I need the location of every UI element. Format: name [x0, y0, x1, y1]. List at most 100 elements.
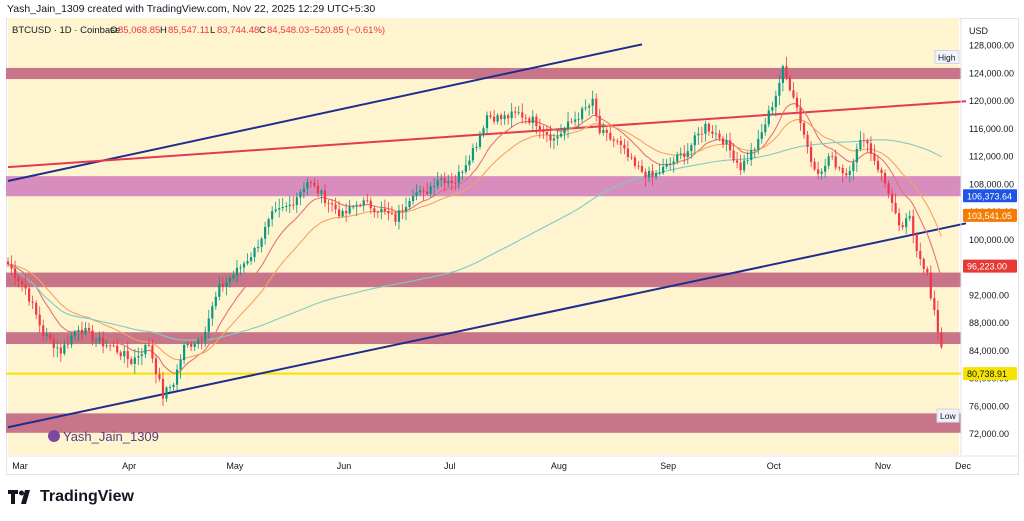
candle	[17, 274, 20, 288]
candle	[211, 301, 214, 327]
candle	[232, 270, 235, 282]
candle-body	[570, 121, 573, 123]
candle-body	[880, 169, 883, 173]
candle	[774, 90, 777, 117]
candle	[31, 295, 34, 309]
candle-body	[123, 351, 126, 357]
candle-body	[651, 170, 654, 178]
candle	[478, 131, 482, 150]
candle-body	[855, 148, 858, 163]
candle	[827, 152, 830, 170]
price-tick-label: 128,000.00	[969, 41, 1014, 51]
candle	[380, 201, 383, 220]
candle	[848, 165, 851, 183]
candle	[679, 147, 682, 160]
candle	[281, 197, 284, 212]
candle-body	[232, 275, 235, 279]
candle	[556, 129, 559, 146]
candle	[876, 155, 880, 173]
candle-body	[17, 277, 20, 282]
candle-body	[197, 339, 200, 344]
candle-body	[91, 330, 94, 342]
candle	[6, 257, 10, 268]
candle-body	[922, 258, 925, 269]
candle	[746, 151, 749, 165]
candle-body	[686, 151, 689, 157]
candle	[500, 113, 503, 126]
price-tick-label: 116,000.00	[969, 124, 1013, 134]
candle	[531, 109, 534, 130]
candle	[373, 206, 376, 218]
time-tick-label: Apr	[122, 461, 136, 471]
candle	[450, 172, 453, 191]
chart-background-layer	[8, 18, 959, 455]
candle	[102, 331, 105, 354]
candle-body	[133, 357, 136, 364]
candle	[292, 196, 295, 210]
candle-body	[598, 115, 601, 133]
candle-body	[267, 219, 270, 227]
candle	[640, 159, 644, 174]
price-tick-label: 88,000.00	[969, 318, 1009, 328]
candle	[869, 136, 873, 162]
candle-body	[334, 204, 337, 210]
zone-band-2	[6, 176, 961, 197]
candle	[218, 276, 221, 301]
candle	[77, 325, 80, 342]
candle	[489, 111, 492, 120]
candle	[725, 133, 728, 152]
candle-body	[721, 138, 725, 145]
candle	[514, 106, 517, 119]
candle-body	[820, 171, 823, 174]
candle	[535, 113, 538, 135]
candle-body	[795, 97, 799, 108]
candle	[471, 143, 475, 164]
candle-body	[10, 264, 13, 269]
candle-body	[831, 156, 834, 158]
candle-body	[672, 161, 675, 164]
candle	[908, 210, 911, 222]
candle-body	[426, 191, 429, 194]
candle	[337, 200, 341, 219]
candle	[461, 170, 464, 180]
open-label: O	[110, 25, 117, 36]
price-tag	[963, 208, 1017, 222]
candle-body	[183, 344, 186, 360]
candle	[313, 178, 316, 188]
candle	[87, 322, 91, 334]
candle	[595, 93, 598, 122]
candle	[429, 182, 432, 198]
candle-body	[841, 168, 844, 174]
candle	[362, 197, 365, 212]
candle	[605, 127, 608, 142]
candle	[404, 197, 408, 221]
candle-body	[919, 250, 922, 259]
candle-body	[778, 82, 781, 96]
candle	[190, 341, 193, 351]
tradingview-brand[interactable]: TradingView	[8, 488, 134, 506]
candle	[475, 142, 478, 152]
candle	[838, 165, 841, 172]
price-chart[interactable]: USD 128,000.00 124,000.00 120,000.00 116,000…	[6, 18, 1019, 475]
candle-body	[475, 146, 478, 149]
candle	[922, 257, 925, 276]
price-tick-label: 108,000.00	[969, 179, 1014, 189]
candle	[753, 147, 756, 159]
candle	[577, 112, 580, 129]
candle-body	[281, 207, 284, 209]
candle-body	[422, 190, 425, 192]
candle-body	[665, 163, 668, 167]
candle-body	[538, 126, 541, 130]
trendline-layer	[6, 43, 967, 429]
candle-body	[45, 334, 48, 336]
candle-body	[341, 210, 344, 217]
candle	[598, 108, 601, 136]
candle-body	[528, 118, 531, 123]
candle-body	[6, 261, 10, 265]
time-tick-label: Sep	[660, 461, 676, 471]
price-tick-label: 92,000.00	[969, 290, 1009, 300]
candle-body	[619, 140, 622, 145]
candle	[133, 349, 136, 374]
candle-body	[905, 218, 908, 228]
candle-body	[866, 140, 869, 144]
